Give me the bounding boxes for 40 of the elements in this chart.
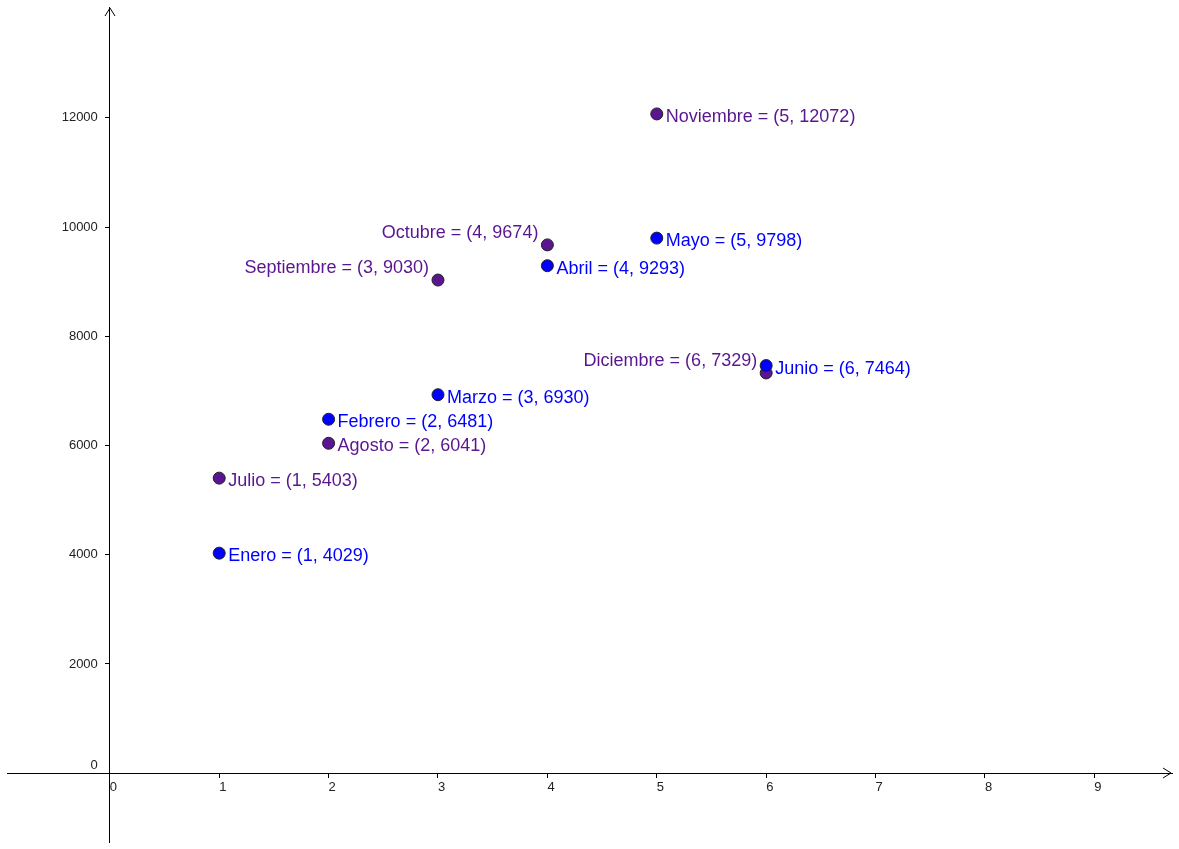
y-tick-label: 4000 — [68, 546, 98, 562]
point — [650, 107, 664, 121]
data-label: Octubre = (4, 9674) — [381, 221, 539, 242]
point — [650, 231, 664, 245]
data-label: Enero = (1, 4029) — [228, 545, 369, 566]
data-label: Marzo = (3, 6930) — [447, 386, 590, 407]
y-tick-label: 10000 — [61, 218, 98, 234]
data-label: Febrero = (2, 6481) — [337, 411, 494, 432]
data-label: Mayo = (5, 9798) — [665, 230, 803, 251]
data-label: Julio = (1, 5403) — [228, 470, 358, 491]
point — [322, 412, 336, 426]
point — [540, 259, 554, 273]
point — [322, 436, 336, 450]
y-tick-label: 2000 — [68, 655, 98, 671]
x-tick-label: 9 — [1094, 778, 1102, 794]
data-label: Agosto = (2, 6041) — [337, 435, 487, 456]
y-tick-label: 0 — [90, 756, 98, 772]
point — [212, 546, 226, 560]
point — [431, 388, 445, 402]
x-tick-label: 1 — [219, 778, 227, 794]
x-tick-label: 5 — [656, 778, 665, 794]
data-label: Junio = (6, 7464) — [775, 357, 911, 378]
data-label: Abril = (4, 9293) — [556, 257, 685, 278]
data-label: Diciembre = (6, 7329) — [583, 349, 758, 370]
x-tick-label: 7 — [875, 778, 883, 794]
x-tick-label: 8 — [984, 778, 993, 794]
data-label: Septiembre = (3, 9030) — [244, 257, 429, 278]
point — [431, 273, 445, 287]
x-tick-label: 6 — [766, 778, 774, 794]
y-tick-label: 6000 — [68, 437, 98, 453]
data-label: Noviembre = (5, 12072) — [665, 105, 856, 126]
x-tick-label: 2 — [328, 778, 336, 794]
point — [212, 471, 226, 485]
point — [540, 238, 554, 252]
y-tick-label: 12000 — [61, 109, 98, 125]
x-tick-label: 4 — [547, 778, 555, 794]
point — [759, 359, 773, 373]
x-tick-label: 3 — [438, 778, 446, 794]
x-tick-label: 0 — [109, 778, 118, 794]
y-tick-label: 8000 — [68, 327, 98, 343]
